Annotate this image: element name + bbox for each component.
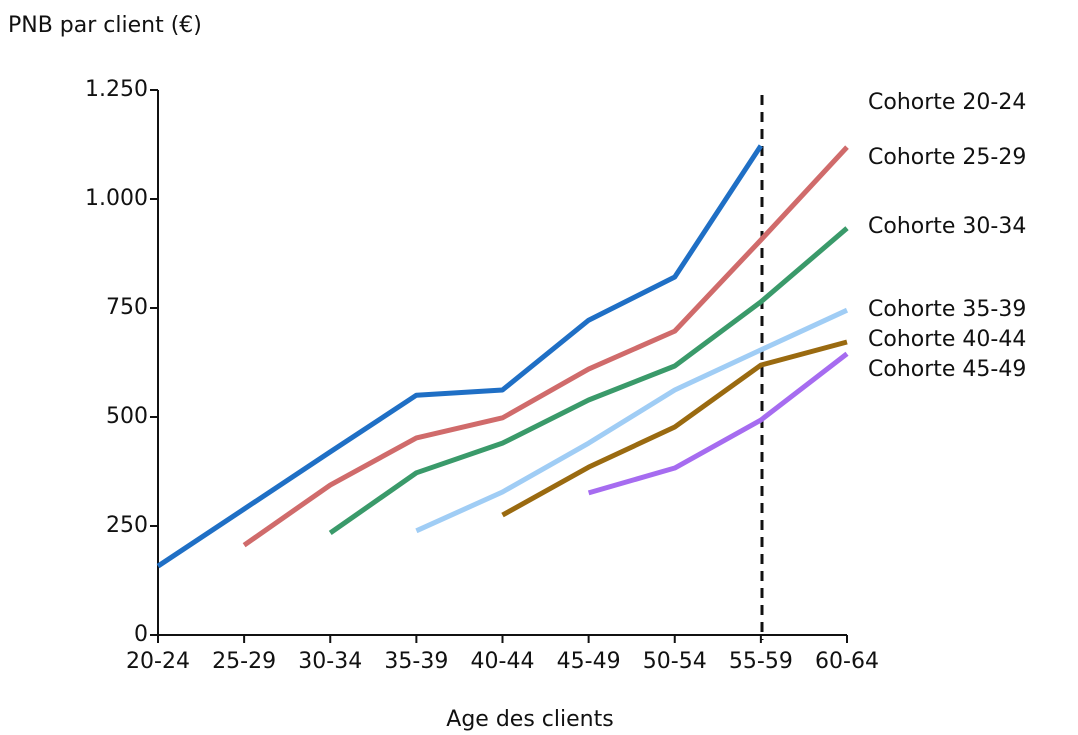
x-tick-label: 25-29: [212, 649, 276, 674]
series-line: [242, 145, 849, 548]
y-tick-label: 250: [106, 513, 148, 538]
y-tick-label: 1.000: [85, 186, 148, 211]
y-tick-label: 1.250: [85, 77, 148, 102]
x-tick-label: 35-39: [384, 649, 448, 674]
legend-label: Cohorte 40-44: [868, 327, 1026, 352]
x-tick-label: 30-34: [298, 649, 362, 674]
x-tick-label: 40-44: [471, 649, 535, 674]
y-tick-label: 500: [106, 404, 148, 429]
chart-title: PNB par client (€): [8, 13, 202, 38]
legend-label: Cohorte 45-49: [868, 357, 1026, 382]
legend-label: Cohorte 20-24: [868, 90, 1026, 115]
x-tick-label: 60-64: [815, 649, 879, 674]
series-line: [156, 144, 763, 569]
x-tick-label: 55-59: [729, 649, 793, 674]
legend-label: Cohorte 25-29: [868, 145, 1026, 170]
x-axis-label: Age des clients: [446, 707, 613, 732]
y-tick-label: 0: [134, 622, 148, 647]
series-line: [415, 307, 849, 534]
x-tick-label: 45-49: [557, 649, 621, 674]
legend-label: Cohorte 30-34: [868, 214, 1026, 239]
x-tick-label: 20-24: [126, 649, 190, 674]
x-tick-label: 50-54: [643, 649, 707, 674]
series-line: [328, 226, 849, 536]
legend-label: Cohorte 35-39: [868, 297, 1026, 322]
series-line: [501, 339, 848, 518]
series-line: [587, 351, 849, 496]
y-tick-label: 750: [106, 295, 148, 320]
